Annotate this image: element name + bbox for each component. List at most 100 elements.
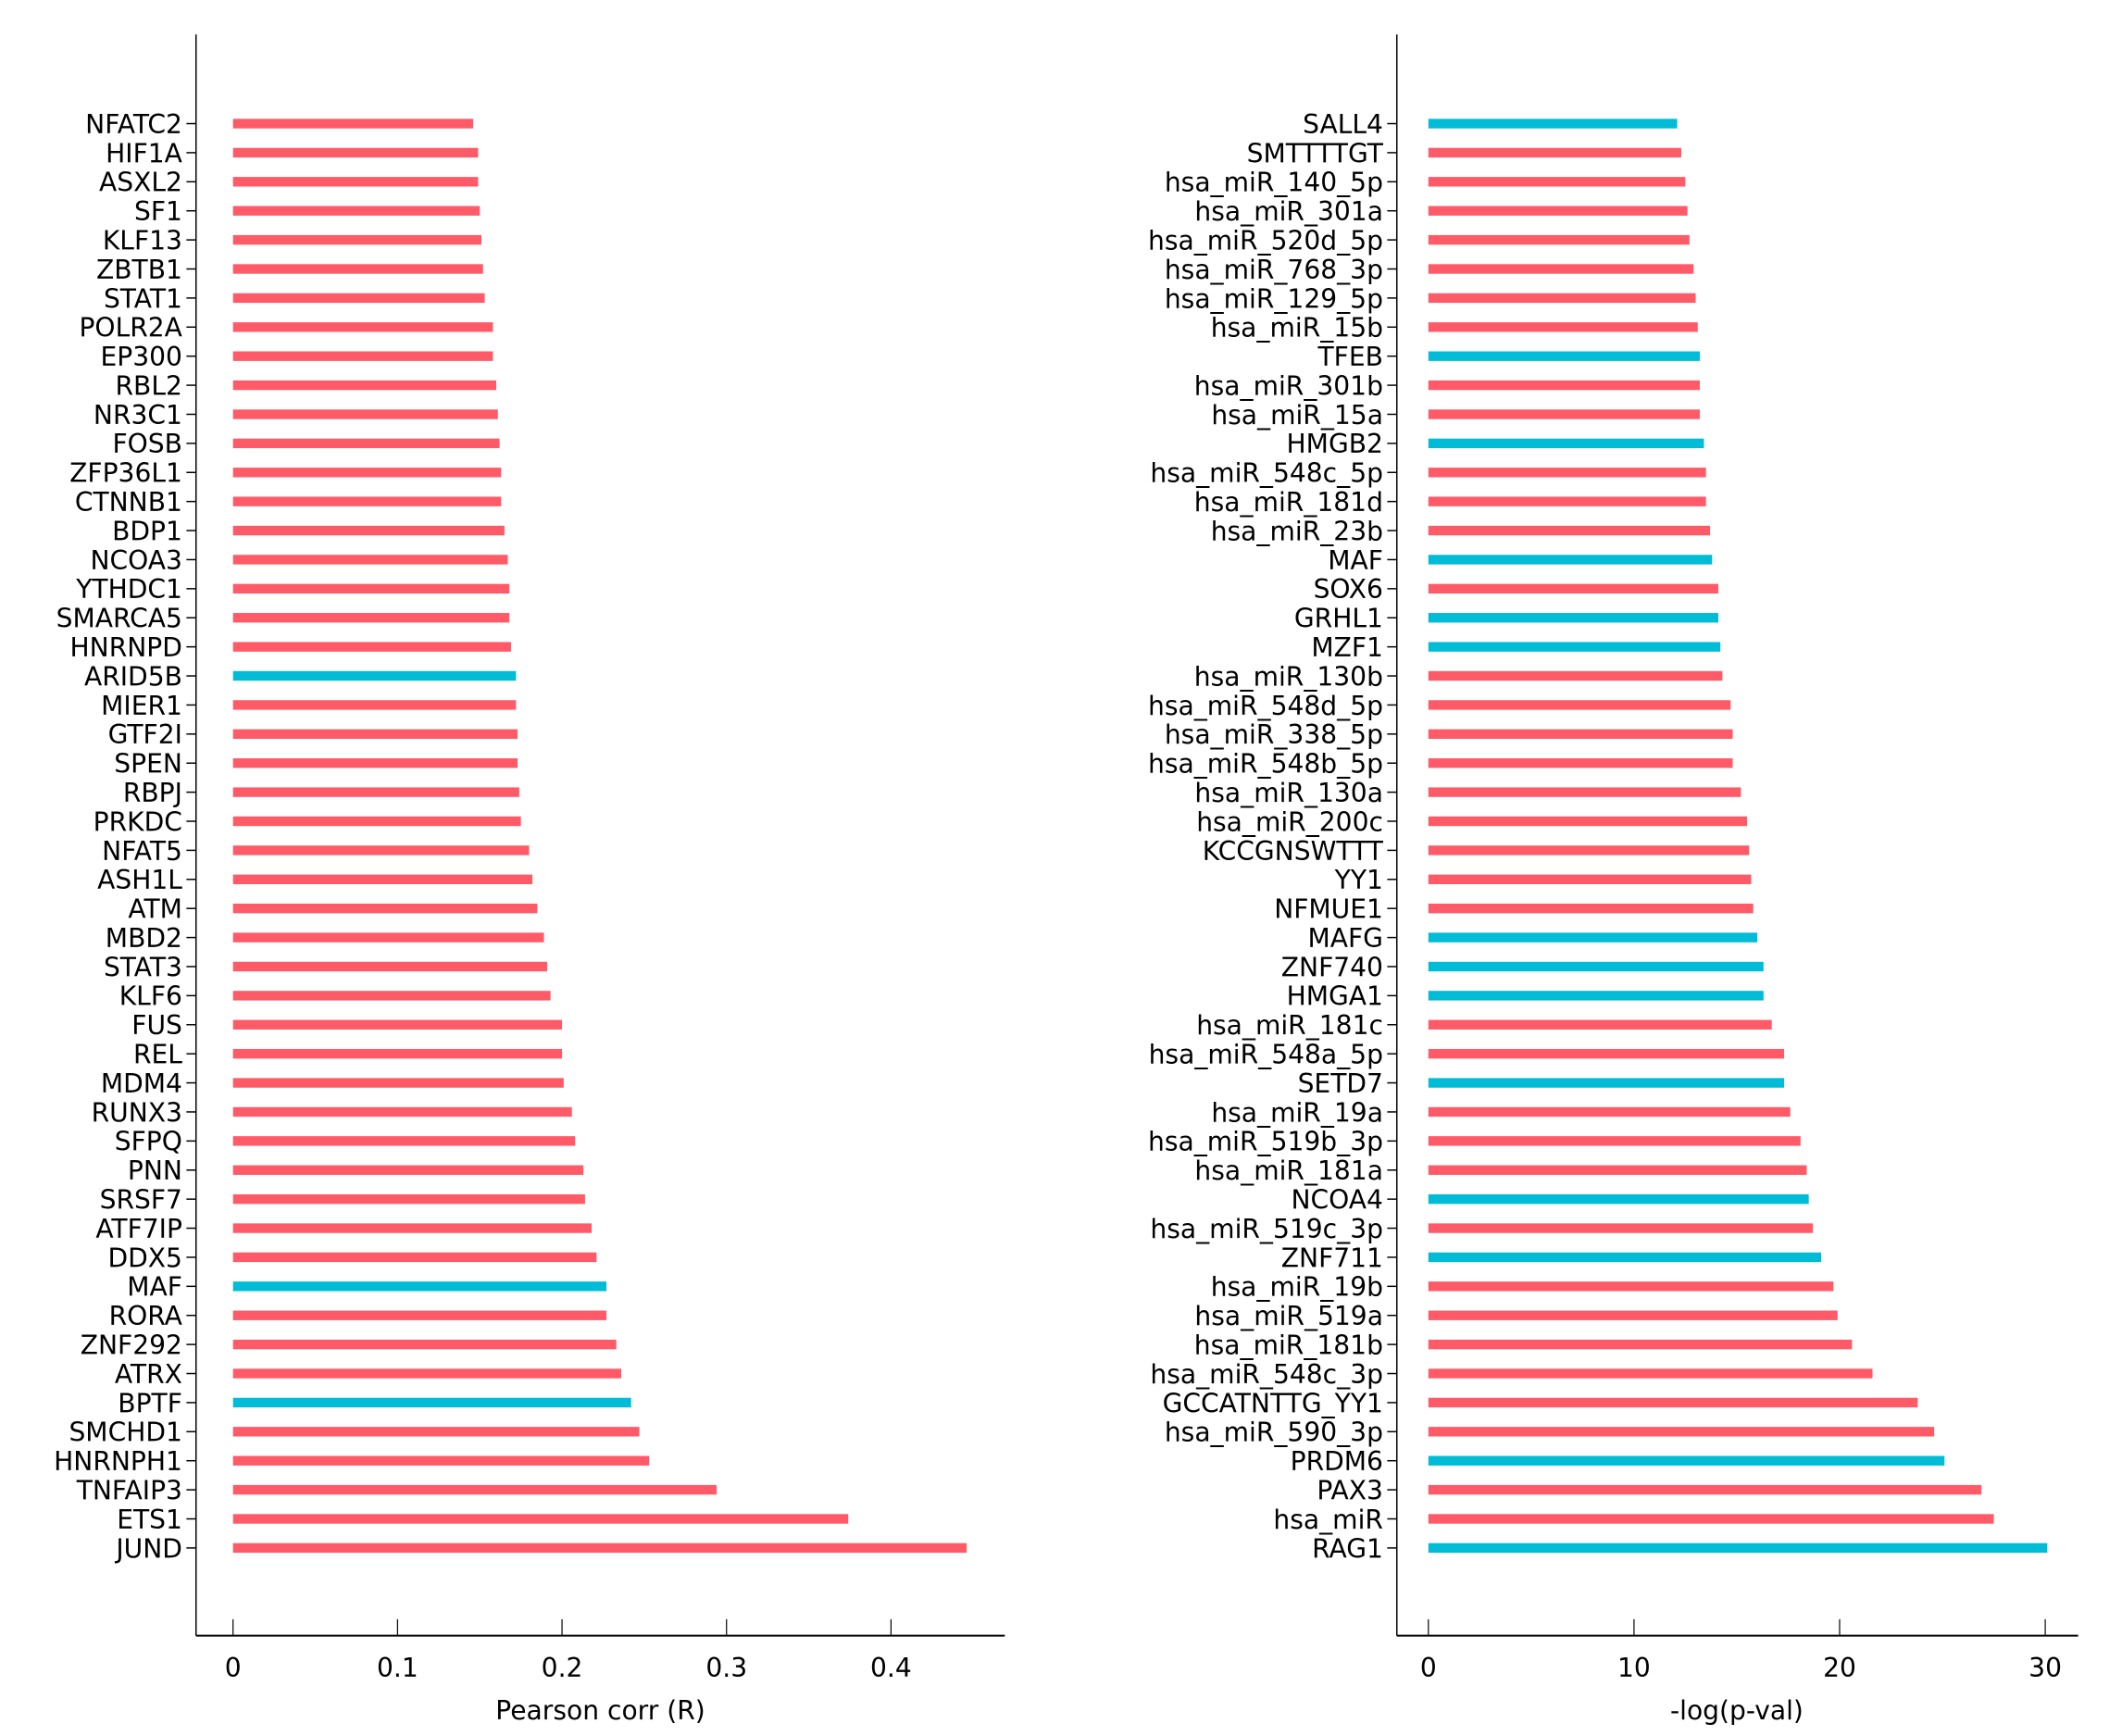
bar-bdp1 bbox=[232, 525, 505, 536]
bar-atf7ip bbox=[232, 1223, 593, 1233]
y-tick-label: HNRNPH1 bbox=[54, 1446, 182, 1477]
y-tick-label: hsa_miR_181a bbox=[1194, 1155, 1383, 1186]
y-tick-label: JUND bbox=[114, 1533, 182, 1564]
bar-zfp36l1 bbox=[232, 468, 502, 478]
y-tick-label: SETD7 bbox=[1298, 1068, 1383, 1099]
y-tick-label: SALL4 bbox=[1303, 109, 1383, 140]
bar-mier1 bbox=[232, 700, 517, 710]
y-tick-label: BPTF bbox=[118, 1388, 182, 1418]
bar-smchd1 bbox=[232, 1427, 640, 1437]
y-tick-label: REL bbox=[133, 1040, 182, 1070]
y-tick-label: hsa_miR_181c bbox=[1196, 1010, 1383, 1041]
bar-hsa-mir-519c-3p bbox=[1428, 1223, 1814, 1233]
bar-bptf bbox=[232, 1397, 631, 1408]
y-tick-label: hsa_miR_301a bbox=[1194, 196, 1383, 227]
bar-mbd2 bbox=[232, 932, 544, 943]
bar-tnfaip3 bbox=[232, 1484, 718, 1495]
y-tick-label: GRHL1 bbox=[1294, 604, 1383, 634]
bar-hsa-mir-15a bbox=[1428, 409, 1700, 419]
bar-spen bbox=[232, 758, 518, 768]
bar-tfeb bbox=[1428, 351, 1700, 361]
bar-hsa-mir-181b bbox=[1428, 1339, 1853, 1350]
pval-panel: -log(p-val) 0 10 20 30SALL4SMTTTTGThsa_miR_… bbox=[1148, 34, 2078, 1726]
y-tick-label: RAG1 bbox=[1312, 1533, 1383, 1564]
y-tick-label: RUNX3 bbox=[92, 1097, 182, 1128]
y-tick-label: hsa_miR_15b bbox=[1211, 313, 1383, 343]
y-tick-label: NFAT5 bbox=[102, 836, 182, 867]
y-tick-label: hsa_miR_768_3p bbox=[1165, 255, 1383, 285]
bar-ets1 bbox=[232, 1514, 849, 1524]
x-axis-label-pval: -log(p-val) bbox=[1670, 1695, 1804, 1726]
bar-hsa-mir-548c-5p bbox=[1428, 468, 1706, 478]
y-tick-label: DDX5 bbox=[107, 1243, 181, 1273]
x-tick-label: 0.1 bbox=[377, 1653, 418, 1683]
y-tick-label: hsa_miR_130b bbox=[1194, 661, 1383, 692]
bar-hsa-mir-200c bbox=[1428, 816, 1748, 827]
y-tick-label: SMCHD1 bbox=[69, 1418, 181, 1448]
y-tick-label: ASH1L bbox=[97, 865, 182, 895]
bar-hsa-mir-519b-3p bbox=[1428, 1136, 1801, 1146]
y-tick-label: SMTTTTGT bbox=[1247, 138, 1384, 169]
y-tick-label: SF1 bbox=[134, 196, 182, 227]
y-tick-label: CTNNB1 bbox=[75, 487, 182, 518]
y-tick-label: RBL2 bbox=[116, 370, 182, 401]
bar-gccatnttg-yy1 bbox=[1428, 1397, 1918, 1408]
y-tick-label: NFMUE1 bbox=[1274, 894, 1383, 925]
bar-hif1a bbox=[232, 147, 479, 158]
bar-hnrnph1 bbox=[232, 1455, 650, 1466]
y-tick-label: HIF1A bbox=[106, 138, 182, 169]
bar-srsf7 bbox=[232, 1193, 585, 1205]
bar-rbl2 bbox=[232, 380, 496, 391]
y-tick-label: RBPJ bbox=[123, 778, 182, 808]
y-tick-label: ARID5B bbox=[84, 661, 182, 692]
y-tick-label: hsa_miR_19b bbox=[1211, 1272, 1383, 1303]
bar-nfatc2 bbox=[232, 119, 474, 129]
bar-sox6 bbox=[1428, 583, 1718, 594]
y-tick-label: hsa_miR_181b bbox=[1194, 1330, 1383, 1360]
bar-hmgb2 bbox=[1428, 438, 1704, 449]
bar-ncoa4 bbox=[1428, 1193, 1809, 1205]
y-tick-label: PRDM6 bbox=[1291, 1446, 1383, 1477]
bar-yy1 bbox=[1428, 874, 1752, 884]
y-tick-label: MAFG bbox=[1307, 923, 1382, 954]
y-tick-label: hsa_miR_338_5p bbox=[1165, 719, 1383, 750]
y-tick-label: POLR2A bbox=[79, 313, 181, 343]
y-tick-label: ZNF292 bbox=[81, 1330, 182, 1360]
bar-polr2a bbox=[232, 322, 493, 332]
y-tick-label: MDM4 bbox=[101, 1068, 182, 1099]
bar-runx3 bbox=[232, 1106, 572, 1118]
y-tick-label: hsa_miR_519a bbox=[1194, 1301, 1383, 1331]
bar-hsa-mir-140-5p bbox=[1428, 177, 1686, 187]
y-tick-label: TFEB bbox=[1317, 342, 1383, 372]
bar-hsa-mir-19b bbox=[1428, 1281, 1834, 1292]
bar-mdm4 bbox=[232, 1078, 564, 1088]
y-tick-label: YY1 bbox=[1334, 865, 1383, 895]
x-tick-label: 30 bbox=[2028, 1653, 2062, 1683]
bar-hsa-mir-768-3p bbox=[1428, 264, 1694, 274]
y-tick-label: hsa_miR_548c_3p bbox=[1150, 1359, 1383, 1390]
bar-znf740 bbox=[1428, 961, 1764, 972]
bar-znf711 bbox=[1428, 1252, 1822, 1263]
bar-smarca5 bbox=[232, 613, 510, 623]
bar-klf6 bbox=[232, 991, 551, 1001]
bar-ncoa3 bbox=[232, 555, 508, 565]
bar-stat1 bbox=[232, 293, 485, 304]
y-tick-label: STAT1 bbox=[104, 283, 182, 314]
bar-rora bbox=[232, 1310, 607, 1320]
y-tick-label: HMGA1 bbox=[1287, 981, 1383, 1012]
y-tick-label: GTF2I bbox=[108, 719, 182, 750]
bar-pax3 bbox=[1428, 1484, 1982, 1495]
bar-asxl2 bbox=[232, 177, 479, 187]
bar-klf13 bbox=[232, 234, 481, 245]
y-tick-label: SPEN bbox=[114, 749, 182, 780]
y-tick-label: ATRX bbox=[115, 1359, 182, 1390]
y-tick-label: YTHDC1 bbox=[75, 574, 182, 605]
bar-ash1l bbox=[232, 874, 533, 884]
bar-hsa-mir-519a bbox=[1428, 1310, 1838, 1320]
y-tick-label: hsa_miR_548d_5p bbox=[1148, 691, 1383, 721]
x-tick-label: 0.2 bbox=[542, 1653, 583, 1683]
bar-fosb bbox=[232, 438, 500, 449]
bar-hsa-mir-548b-5p bbox=[1428, 758, 1733, 768]
bar-hsa-mir-181c bbox=[1428, 1019, 1772, 1030]
